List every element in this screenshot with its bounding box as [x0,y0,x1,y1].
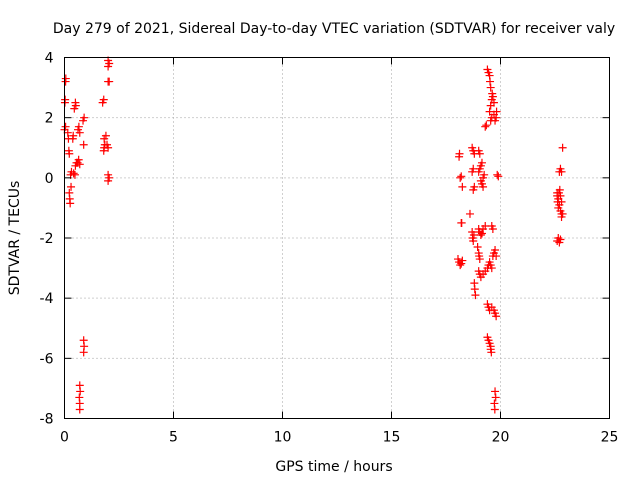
data-point [71,101,80,110]
data-point [481,122,490,131]
data-point [489,98,498,107]
data-point [476,230,485,239]
data-point [104,176,113,185]
data-point [490,405,499,414]
data-point [67,182,76,191]
data-point [80,113,89,122]
data-point [66,199,75,208]
data-point [494,172,503,181]
data-point [458,256,467,265]
data-point [475,255,484,264]
data-point [74,155,83,164]
data-point [104,143,113,152]
data-point [491,387,500,396]
data-point [457,218,466,227]
data-point [488,224,497,233]
data-point [558,143,567,152]
data-point [79,140,88,149]
data-point [557,197,566,206]
y-tick-label: 2 [45,111,54,127]
data-point [482,121,491,130]
data-point [485,107,494,116]
data-point [491,393,500,402]
data-point [63,128,72,137]
data-point [75,160,84,169]
data-point [75,128,84,137]
data-series [60,56,567,414]
data-point [480,170,489,179]
data-point [492,252,501,261]
x-axis-label: GPS time / hours [275,459,392,475]
data-point [65,149,74,158]
data-point [470,285,479,294]
data-point [475,149,484,158]
data-point [486,83,495,92]
x-tick-label: 20 [492,430,510,446]
y-tick-labels: -8 -6 -4 -2 0 2 4 [40,51,54,428]
data-point [74,122,83,131]
x-tick-label: 5 [169,430,178,446]
data-point [491,246,500,255]
data-point [557,167,566,176]
y-tick-label: -6 [40,351,54,367]
data-point [99,95,108,104]
y-tick-label: -2 [40,231,54,247]
data-point [70,170,79,179]
data-point [469,185,478,194]
data-point [487,348,496,357]
y-tick-label: -8 [40,412,54,428]
chart-title: Day 279 of 2021, Sidereal Day-to-day VTE… [53,21,615,37]
data-point [455,149,464,158]
y-tick-label: 4 [45,51,54,67]
data-point [69,131,78,140]
data-point [555,185,564,194]
x-tick-label: 15 [383,430,401,446]
data-point [493,170,502,179]
data-point [469,230,478,239]
y-tick-label: -4 [40,291,54,307]
data-point [465,209,474,218]
data-point [76,387,85,396]
x-tick-label: 10 [274,430,292,446]
data-point [105,77,114,86]
data-point [458,182,467,191]
data-point [61,74,70,83]
data-point [556,191,565,200]
data-point [75,405,84,414]
data-point [69,169,78,178]
data-point [473,243,482,252]
axis-ticks [64,57,610,419]
data-point [477,158,486,167]
data-point [61,122,70,131]
data-point [99,146,108,155]
x-tick-label: 25 [601,430,619,446]
data-point [101,131,110,140]
data-point [457,172,466,181]
data-point [79,348,88,357]
data-point [487,264,496,273]
data-point [558,209,567,218]
data-point [456,173,465,182]
y-axis-label: SDTVAR / TECUs [7,181,23,296]
x-tick-labels: 0 5 10 15 20 25 [60,430,618,446]
data-point [471,291,480,300]
x-tick-label: 0 [60,430,69,446]
data-point [456,261,465,270]
data-point [61,95,70,104]
y-tick-label: 0 [45,171,54,187]
data-point [486,77,495,86]
data-point [492,107,501,116]
data-point [469,237,478,246]
grid [64,57,610,419]
data-point [479,182,488,191]
data-point [488,92,497,101]
data-point [492,312,501,321]
data-point [477,229,486,238]
data-point [556,235,565,244]
